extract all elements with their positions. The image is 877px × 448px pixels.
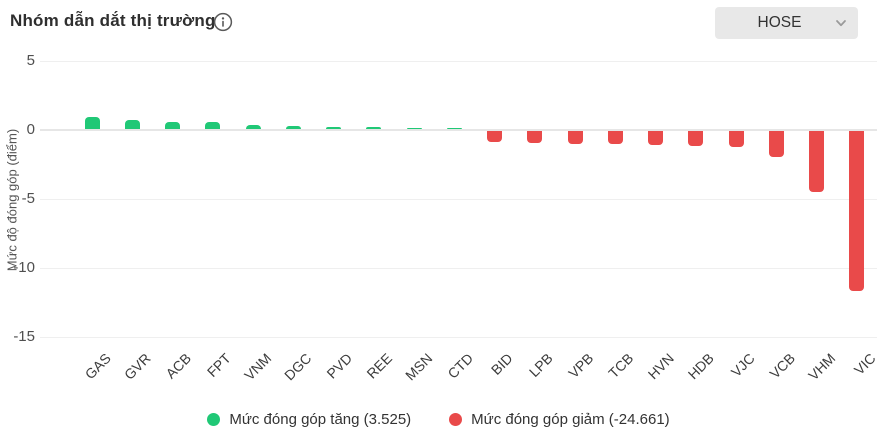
x-label-gvr: GVR	[120, 350, 154, 383]
gridline-5	[40, 61, 877, 62]
bar-tcb[interactable]	[607, 131, 623, 145]
x-label-bid: BID	[488, 350, 516, 378]
bar-hvn[interactable]	[648, 131, 664, 145]
bar-hdb[interactable]	[688, 131, 704, 147]
bar-vcb[interactable]	[768, 131, 784, 157]
page-title: Nhóm dẫn dắt thị trường	[10, 11, 216, 30]
bar-gvr[interactable]	[124, 120, 140, 129]
chevron-down-icon	[834, 16, 848, 30]
y-tick--5: -5	[21, 190, 35, 207]
legend-item-increase[interactable]: Mức đóng góp tăng (3.525)	[207, 411, 411, 428]
bar-gas[interactable]	[84, 116, 100, 129]
bar-bid[interactable]	[487, 131, 503, 143]
x-label-vcb: VCB	[766, 350, 798, 382]
bar-pvd[interactable]	[326, 126, 342, 129]
bar-lpb[interactable]	[527, 131, 543, 143]
bar-vnm[interactable]	[245, 125, 261, 129]
bar-ree[interactable]	[366, 127, 382, 129]
x-label-hdb: HDB	[684, 350, 718, 383]
y-tick--10: -10	[13, 259, 35, 276]
legend-dot-decrease	[449, 413, 463, 426]
bar-vic[interactable]	[849, 131, 865, 291]
bar-vjc[interactable]	[728, 131, 744, 147]
y-tick-5: 5	[26, 52, 35, 69]
gridline--15	[40, 337, 877, 338]
legend-item-decrease[interactable]: Mức đóng góp giảm (-24.661)	[449, 411, 670, 428]
bar-ctd[interactable]	[446, 127, 462, 129]
y-tick--15: -15	[13, 328, 35, 345]
x-label-hvn: HVN	[644, 350, 677, 383]
bar-vpb[interactable]	[567, 131, 583, 144]
x-label-tcb: TCB	[605, 350, 637, 382]
x-label-pvd: PVD	[323, 350, 355, 382]
legend-dot-increase	[207, 413, 221, 426]
x-label-vic: VIC	[850, 350, 877, 378]
x-label-ree: REE	[363, 350, 396, 382]
x-label-vpb: VPB	[565, 350, 597, 382]
bar-vhm[interactable]	[809, 131, 825, 193]
bar-msn[interactable]	[406, 127, 422, 129]
info-icon[interactable]	[213, 12, 233, 32]
bar-acb[interactable]	[165, 121, 181, 129]
x-label-vhm: VHM	[804, 350, 838, 384]
gridline-0	[40, 129, 877, 131]
x-label-vnm: VNM	[241, 350, 275, 384]
x-label-lpb: LPB	[526, 350, 557, 381]
legend-label-increase: Mức đóng góp tăng (3.525)	[229, 411, 412, 428]
legend-label-decrease: Mức đóng góp giảm (-24.661)	[471, 411, 670, 428]
x-label-dgc: DGC	[281, 350, 315, 384]
exchange-dropdown-value: HOSE	[757, 14, 802, 31]
exchange-dropdown[interactable]: HOSE	[715, 7, 858, 39]
x-label-gas: GAS	[81, 350, 114, 383]
bar-dgc[interactable]	[285, 125, 301, 129]
bar-fpt[interactable]	[205, 122, 221, 129]
x-label-ctd: CTD	[444, 350, 476, 382]
gridline--5	[40, 199, 877, 200]
gridline--10	[40, 268, 877, 269]
x-label-msn: MSN	[402, 350, 436, 384]
x-label-vjc: VJC	[727, 350, 758, 381]
x-label-fpt: FPT	[204, 350, 235, 381]
chart-legend: Mức đóng góp tăng (3.525) Mức đóng góp g…	[0, 411, 877, 428]
y-tick-0: 0	[26, 121, 35, 138]
x-label-acb: ACB	[162, 350, 194, 382]
